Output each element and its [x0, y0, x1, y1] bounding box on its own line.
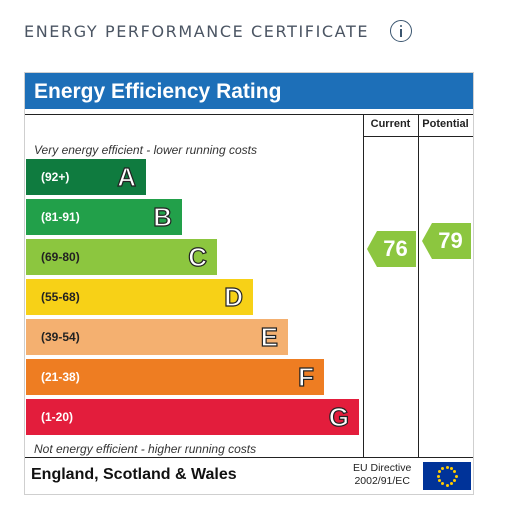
band-letter: F — [298, 361, 315, 392]
divider — [418, 115, 419, 457]
eu-star-icon — [450, 466, 453, 470]
band-letter: B — [153, 201, 173, 232]
band-range-label: (55-68) — [41, 290, 80, 304]
eu-directive: EU Directive 2002/91/EC — [353, 462, 411, 488]
rating-band-d: (55-68) D — [26, 279, 253, 315]
band-letter: C — [188, 241, 208, 272]
eu-star-icon — [441, 482, 444, 486]
eu-directive-line2: 2002/91/EC — [354, 475, 410, 487]
eu-directive-line1: EU Directive — [353, 462, 412, 474]
current-rating-arrow: 76 — [367, 231, 416, 267]
band-range-label: (81-91) — [41, 210, 80, 224]
eu-star-icon — [436, 474, 440, 478]
potential-rating-arrow: 79 — [422, 223, 471, 259]
eu-star-icon — [453, 479, 457, 482]
eu-star-icon — [437, 470, 441, 473]
rating-band-e: (39-54) E — [26, 319, 288, 355]
divider — [363, 115, 364, 457]
eu-star-icon — [445, 483, 449, 487]
rating-band-g: (1-20) G — [26, 399, 359, 435]
band-range-label: (39-54) — [41, 330, 80, 344]
eu-star-icon — [441, 466, 444, 470]
eu-star-icon — [450, 482, 453, 486]
eu-star-icon — [437, 479, 441, 482]
band-range-label: (92+) — [41, 170, 70, 184]
column-header-current: Current — [370, 118, 411, 130]
region-label: England, Scotland & Wales — [31, 466, 237, 483]
divider — [363, 136, 473, 137]
band-letter: G — [328, 401, 349, 432]
eu-star-icon — [453, 470, 457, 473]
band-range-label: (1-20) — [41, 410, 74, 424]
section-heading: ENERGY PERFORMANCE CERTIFICATE — [24, 22, 370, 41]
eu-star-icon — [454, 474, 458, 478]
band-letter: D — [224, 281, 244, 312]
band-range-label: (69-80) — [41, 250, 80, 264]
rating-band-f: (21-38) F — [26, 359, 324, 395]
eu-flag-icon — [423, 462, 471, 490]
band-letter: A — [117, 161, 137, 192]
eu-star-icon — [445, 465, 449, 469]
band-letter: E — [260, 321, 279, 352]
note-bottom: Not energy efficient - higher running co… — [34, 442, 257, 456]
rating-band-b: (81-91) B — [26, 199, 182, 235]
note-top: Very energy efficient - lower running co… — [34, 143, 257, 157]
energy-rating-chart: Energy Efficiency Rating Current Potenti… — [24, 72, 474, 495]
band-range-label: (21-38) — [41, 370, 80, 384]
rating-band-a: (92+) A — [26, 159, 146, 195]
info-icon[interactable] — [390, 20, 412, 42]
chart-title: Energy Efficiency Rating — [25, 73, 473, 109]
column-header-potential: Potential — [422, 118, 469, 130]
rating-band-c: (69-80) C — [26, 239, 217, 275]
rating-grid: Current Potential Very energy efficient … — [25, 114, 473, 458]
